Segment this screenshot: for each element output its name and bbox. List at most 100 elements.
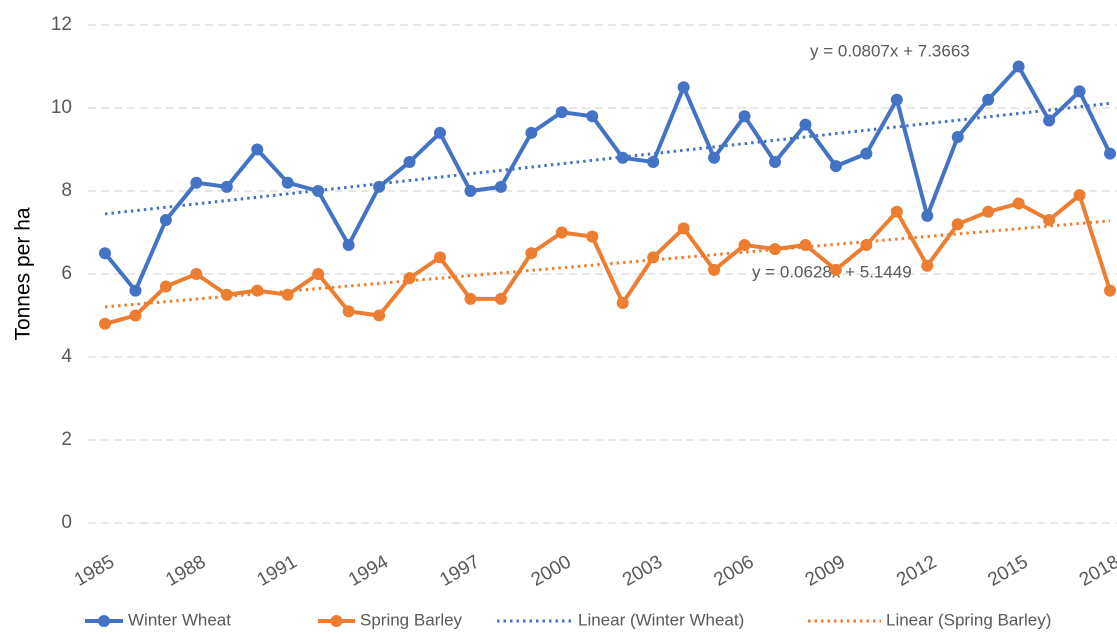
data-point [829,160,842,173]
y-tick-label: 8 [61,180,72,201]
data-point [464,185,477,197]
x-tick-label: 1994 [345,551,392,591]
y-tick-label: 2 [61,429,72,450]
data-point [555,106,568,119]
data-point [951,218,964,231]
y-tick-label: 12 [51,14,72,35]
data-point [312,268,325,280]
data-point [1012,197,1025,210]
data-point [464,292,477,305]
data-point [220,288,233,301]
x-tick-label: 2015 [985,551,1032,590]
legend-label: Linear (Winter Wheat) [578,610,744,629]
legend-marker [330,615,343,627]
data-point [860,147,873,160]
data-point [99,247,111,260]
data-point [616,297,629,310]
data-point [647,155,660,168]
data-point [738,110,751,123]
data-point [525,247,538,260]
data-point [1012,60,1025,73]
data-point [342,238,355,251]
series-line [103,64,1112,293]
data-point [494,292,507,305]
data-point [890,205,903,218]
data-point [921,209,934,222]
data-point [251,284,264,297]
y-tick-label: 6 [61,263,72,284]
data-point [434,126,446,139]
data-point [708,151,721,164]
data-point [525,126,538,139]
data-point [982,93,995,106]
x-tick-label: 2006 [710,551,757,590]
data-point [982,205,995,218]
data-point [251,143,264,156]
legend-label: Winter Wheat [128,610,231,629]
data-point [281,176,294,189]
legend-label: Linear (Spring Barley) [886,610,1051,629]
data-point [220,180,233,193]
data-point [738,238,751,251]
data-point [494,180,507,193]
data-point [708,263,721,276]
data-point [769,155,781,168]
x-tick-label: 1985 [71,551,118,590]
legend-label: Spring Barley [360,610,463,629]
data-point [951,131,964,144]
data-point [373,309,386,322]
y-axis-title: Tonnes per ha [12,207,35,340]
legend-marker [98,615,110,627]
trendline [104,101,1111,216]
y-tick-label: 0 [61,512,72,533]
data-point [586,110,599,123]
data-point [799,238,812,251]
data-point [373,180,386,193]
x-tick-label: 2003 [619,551,666,590]
data-point [799,118,812,131]
data-point [829,263,842,276]
x-tick-label: 1997 [436,551,483,590]
data-point [1104,284,1116,297]
data-point [1073,85,1086,98]
y-tick-label: 4 [61,346,72,367]
data-point [1104,147,1116,160]
data-point [647,251,660,264]
data-point [129,284,142,297]
data-point [99,317,111,330]
data-point [586,230,599,243]
x-tick-label: 2000 [528,551,575,590]
data-point [616,151,629,164]
data-point [677,81,690,94]
x-tick-label: 2018 [1076,551,1117,590]
data-point [1043,114,1056,127]
data-point [129,309,142,322]
data-point [434,251,446,264]
x-tick-label: 1991 [254,551,301,590]
y-tick-label: 10 [51,97,72,118]
data-point [769,243,781,256]
data-point [159,280,172,293]
data-point [190,268,203,280]
data-point [403,272,416,285]
data-point [921,259,934,272]
x-tick-label: 2012 [893,551,940,590]
trend-equation: y = 0.0807x + 7.3663 [810,41,970,60]
trendline [104,219,1111,309]
data-point [860,238,873,251]
x-tick-label: 2009 [802,551,849,590]
data-point [890,93,903,106]
data-point [403,155,416,168]
data-point [159,214,172,227]
x-tick-label: 1988 [162,551,209,590]
data-point [555,226,568,239]
data-point [1043,214,1056,227]
data-point [190,176,203,189]
data-point [1073,189,1086,202]
data-point [342,305,355,318]
data-point [312,185,325,197]
series-line [104,193,1112,326]
data-point [677,222,690,235]
data-point [281,288,294,301]
